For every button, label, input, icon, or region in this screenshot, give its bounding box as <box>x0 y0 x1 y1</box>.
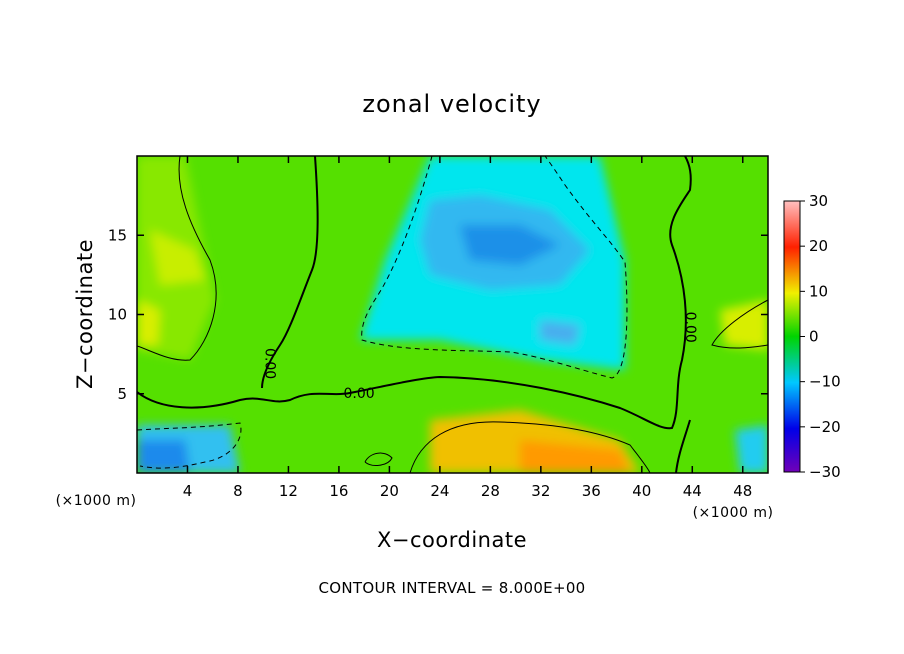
field-region-lower-right-cyan <box>735 425 768 473</box>
y-tick-label-0: 5 <box>117 385 127 403</box>
x-tick-label-9: 40 <box>632 482 651 500</box>
x-tick-label-3: 16 <box>329 482 348 500</box>
colorbar-tick-label-2: 10 <box>809 282 828 300</box>
x-tick-label-10: 44 <box>683 482 702 500</box>
field-shading <box>137 156 768 473</box>
negative-contour-central <box>361 156 628 379</box>
positive-contour-right <box>711 299 768 349</box>
x-axis-label: X−coordinate <box>377 528 527 552</box>
colorbar-tick-label-6: −30 <box>809 463 841 481</box>
y-tick-label-1: 10 <box>108 306 127 324</box>
positive-contour-small-loop <box>364 452 393 466</box>
x-tick-label-2: 12 <box>279 482 298 500</box>
x-tick-label-7: 32 <box>531 482 550 500</box>
colorbar-tick-label-3: 0 <box>809 328 819 346</box>
x-unit-label-left: (×1000 m) <box>56 493 137 509</box>
x-tick-label-0: 4 <box>183 482 193 500</box>
x-tick-label-11: 48 <box>733 482 752 500</box>
contour-label-2: 0.00 <box>682 312 698 343</box>
colorbar-tick-label-4: −10 <box>809 373 841 391</box>
contour-label-1: 0.00 <box>344 386 375 402</box>
x-tick-label-4: 20 <box>380 482 399 500</box>
field-region-upper-left-yellow <box>150 230 205 285</box>
colorbar-tick-label-5: −20 <box>809 418 841 436</box>
contour-lines <box>137 156 768 473</box>
x-unit-label-right: (×1000 m) <box>693 505 774 521</box>
zero-contour-upper-left <box>261 156 319 389</box>
chart-title: zonal velocity <box>362 90 541 118</box>
colorbar-tick-label-0: 30 <box>809 192 828 210</box>
field-region-lower-darkorange <box>520 440 630 473</box>
colorbar <box>783 200 801 473</box>
field-region-left-yellow <box>137 300 160 345</box>
zero-contour-lower-right <box>675 419 691 473</box>
x-tick-label-5: 24 <box>430 482 449 500</box>
field-region-right-yellow <box>720 300 768 350</box>
positive-contour-left <box>137 156 217 361</box>
y-axis-ticks: 5 10 15 <box>108 226 768 403</box>
x-tick-label-1: 8 <box>233 482 243 500</box>
x-axis-ticks: 4 8 12 16 20 24 28 32 36 40 44 48 <box>183 156 752 500</box>
y-tick-label-2: 15 <box>108 226 127 244</box>
colorbar-tick-label-1: 20 <box>809 237 828 255</box>
field-region-central-darkblue <box>460 225 560 265</box>
zero-contour-lower <box>137 156 692 430</box>
contour-labels: 0.00 0.00 0.00 <box>262 312 698 402</box>
field-region-mid-blue-patch <box>540 320 580 345</box>
x-tick-label-8: 36 <box>582 482 601 500</box>
contour-label-0: 0.00 <box>262 348 278 379</box>
x-tick-label-6: 28 <box>481 482 500 500</box>
positive-contour-lower <box>409 421 651 473</box>
field-region-lower-left-blue <box>137 440 190 473</box>
plot-area <box>137 156 768 473</box>
contour-interval-note: CONTOUR INTERVAL = 8.000E+00 <box>318 579 585 597</box>
colorbar-ticks: 30 20 10 0 −10 −20 −30 <box>800 192 841 481</box>
y-axis-label: Z−coordinate <box>73 239 97 389</box>
